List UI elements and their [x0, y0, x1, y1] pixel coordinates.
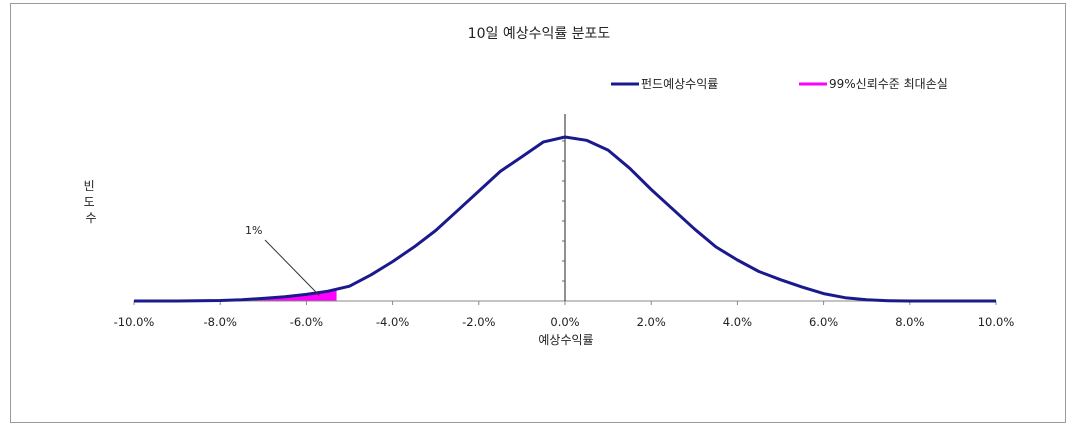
x-tick-label: -6.0% — [290, 315, 323, 329]
legend-label-fund: 펀드예상수익률 — [641, 77, 718, 91]
legend: 펀드예상수익률 99%신뢰수준 최대손실 — [611, 77, 948, 91]
series-line-fund — [134, 135, 996, 303]
x-tick-label: -4.0% — [376, 315, 409, 329]
x-tick-label: -10.0% — [114, 315, 155, 329]
x-tick-label: 0.0% — [550, 315, 579, 329]
x-tick-label: 6.0% — [809, 315, 838, 329]
plot-area: -10.0% -8.0% -6.0% -4.0% -2.0% 0.0% 2.0% 4.0% 6.… — [114, 114, 1015, 329]
annotation-leader-line — [264, 239, 320, 296]
x-tick-label: -8.0% — [204, 315, 237, 329]
chart-svg: 10일 예상수익률 분포도 펀드예상수익률 99%신뢰수준 최대손실 빈 도 수… — [84, 26, 1015, 347]
y-axis-title-char: 도 — [84, 195, 95, 209]
x-tick-label: 10.0% — [978, 315, 1015, 329]
chart-title: 10일 예상수익률 분포도 — [468, 26, 611, 42]
y-axis-title: 빈 도 수 — [84, 179, 99, 225]
x-tick-label: 4.0% — [723, 315, 752, 329]
chart-frame: 10일 예상수익률 분포도 펀드예상수익률 99%신뢰수준 최대손실 빈 도 수… — [10, 3, 1066, 423]
legend-label-var: 99%신뢰수준 최대손실 — [829, 77, 948, 91]
x-tick-label: 2.0% — [637, 315, 666, 329]
annotation-label: 1% — [245, 224, 262, 237]
annotation-1pct: 1% — [245, 224, 320, 296]
y-axis-title-char: 빈 — [84, 179, 95, 193]
y-axis-title-char: 수 — [85, 211, 96, 225]
x-tick-label: -2.0% — [462, 315, 495, 329]
x-tick-label: 8.0% — [895, 315, 924, 329]
x-axis-title: 예상수익률 — [538, 333, 593, 347]
